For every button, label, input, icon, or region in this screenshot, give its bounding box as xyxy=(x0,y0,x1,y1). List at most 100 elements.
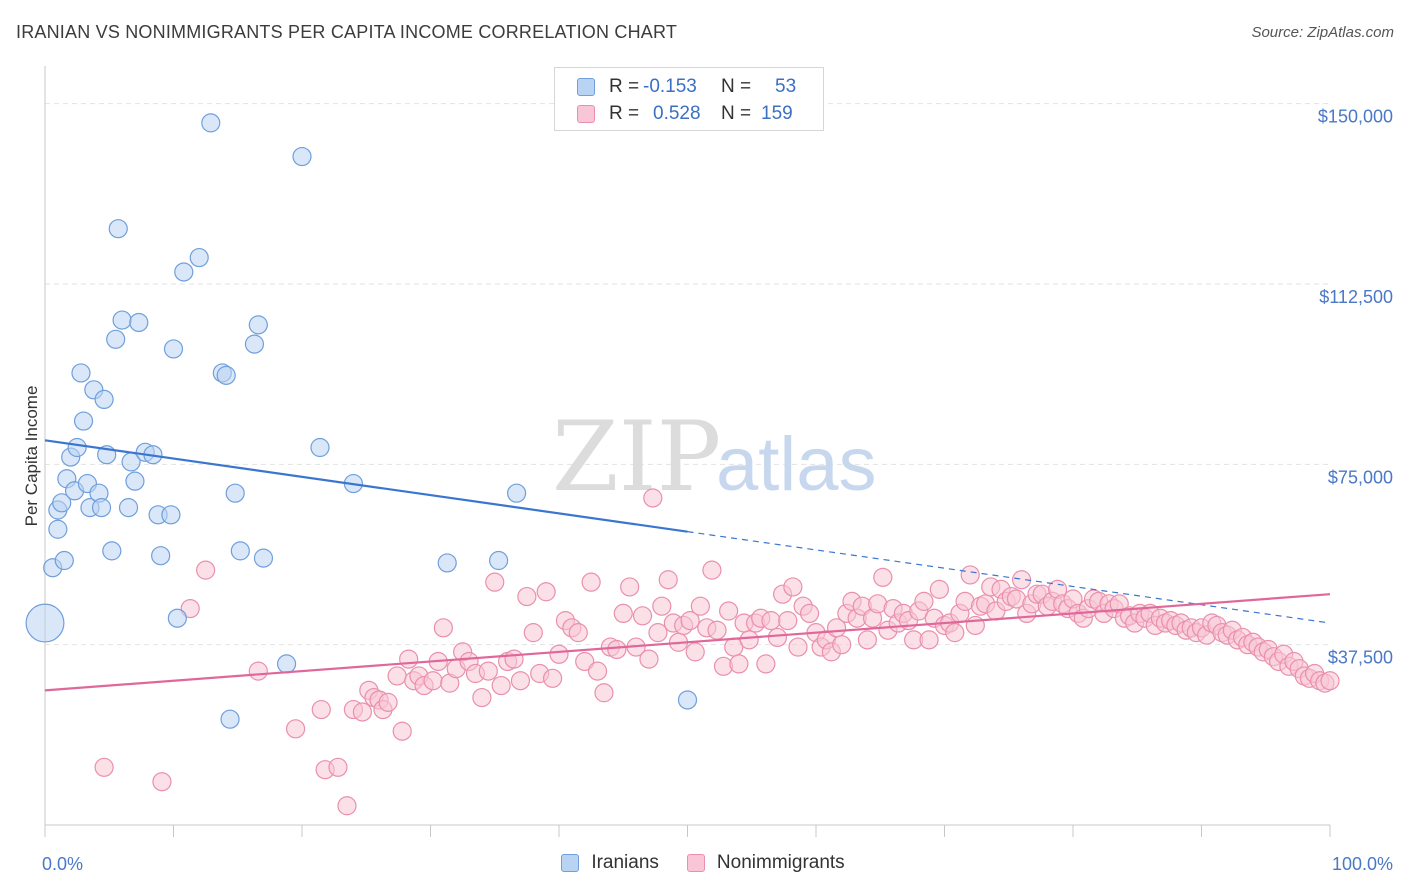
point-1 xyxy=(152,772,172,792)
r-label: R = xyxy=(609,103,640,124)
point-34 xyxy=(491,675,511,696)
point-33 xyxy=(485,572,505,592)
point-22 xyxy=(112,310,132,330)
trend-nonimmigrants xyxy=(44,593,1331,692)
point-33 xyxy=(167,608,187,628)
point-34 xyxy=(174,262,194,282)
point-36 xyxy=(504,649,524,669)
point-84 xyxy=(783,577,803,597)
point-70 xyxy=(707,620,727,640)
point-44 xyxy=(253,548,274,568)
point-38 xyxy=(517,586,537,607)
point-65 xyxy=(680,611,700,631)
point-66 xyxy=(685,642,705,662)
point-101 xyxy=(873,567,893,587)
point-57 xyxy=(639,649,659,669)
trend-iranians-extension xyxy=(687,531,1331,624)
legend-item-nonimmigrants[interactable]: Nonimmigrants xyxy=(686,852,845,874)
watermark-zip: ZIP xyxy=(552,401,721,513)
point-0 xyxy=(94,757,114,777)
point-49 xyxy=(587,661,608,681)
point-25 xyxy=(125,471,145,491)
point-119 xyxy=(965,615,985,636)
series-nonimmigrants xyxy=(94,488,1340,816)
n-value: 53 xyxy=(775,76,797,97)
point-79 xyxy=(756,654,776,674)
point-25 xyxy=(433,618,453,638)
y-tick-label-2: $112,500 xyxy=(1319,287,1393,307)
iranians-swatch xyxy=(561,854,580,872)
point-60 xyxy=(652,596,672,616)
point-0 xyxy=(25,603,65,643)
point-11 xyxy=(352,702,372,722)
point-39 xyxy=(220,709,240,729)
point-36 xyxy=(201,113,221,133)
tick-labels: $37,500 $75,000 $112,500 $150,000 0.0% 100.0% xyxy=(42,107,1393,874)
point-56 xyxy=(632,606,653,626)
point-51 xyxy=(506,483,527,503)
point-80 xyxy=(761,611,781,631)
point-5 xyxy=(285,719,306,739)
x-tick-label-0: 0.0% xyxy=(42,854,83,874)
y-tick-label-3: $150,000 xyxy=(1318,107,1393,127)
trend-iranians xyxy=(44,439,688,533)
point-2 xyxy=(48,519,68,539)
point-5 xyxy=(54,550,74,571)
point-76 xyxy=(739,630,759,650)
iranians-swatch xyxy=(577,78,595,96)
point-37 xyxy=(510,671,531,691)
chart-title: IRANIAN VS NONIMMIGRANTS PER CAPITA INCO… xyxy=(16,22,678,42)
point-23 xyxy=(118,498,139,518)
point-74 xyxy=(729,654,749,674)
point-38 xyxy=(216,365,236,385)
point-32 xyxy=(478,661,498,681)
point-50 xyxy=(489,550,509,571)
point-46 xyxy=(568,623,588,643)
point-98 xyxy=(857,630,878,650)
point-112 xyxy=(929,579,949,599)
point-30 xyxy=(151,546,171,566)
nonimmigrants-swatch xyxy=(686,854,705,872)
point-2 xyxy=(180,598,200,619)
point-54 xyxy=(620,577,640,597)
point-188 xyxy=(1320,671,1340,691)
point-31 xyxy=(472,687,492,708)
legend-row-iranians: R = -0.153 N = 53 xyxy=(577,75,796,99)
point-47 xyxy=(575,651,595,672)
point-16 xyxy=(378,692,398,712)
point-11 xyxy=(73,411,94,431)
point-16 xyxy=(91,498,112,518)
point-52 xyxy=(677,690,698,710)
point-45 xyxy=(276,654,297,674)
point-67 xyxy=(690,596,710,616)
trend-lines xyxy=(44,439,1331,692)
stats-legend: R = -0.153 N = 53 R = 0.528 N = 159 xyxy=(554,67,824,131)
point-19 xyxy=(102,541,122,561)
point-59 xyxy=(648,623,668,643)
r-value: -0.153 xyxy=(643,76,697,97)
legend-label: Iranians xyxy=(591,852,659,873)
point-32 xyxy=(163,339,184,359)
watermark: ZIP atlas xyxy=(552,401,877,513)
watermark-atlas: atlas xyxy=(716,422,877,507)
point-69 xyxy=(702,560,722,580)
point-58 xyxy=(643,488,663,508)
point-46 xyxy=(292,146,312,167)
n-label: N = xyxy=(721,103,752,124)
point-85 xyxy=(788,637,808,657)
legend-item-iranians[interactable]: Iranians xyxy=(561,852,659,874)
point-83 xyxy=(778,611,798,631)
point-18 xyxy=(392,721,412,741)
n-label: N = xyxy=(721,76,752,97)
y-tick-label-0: $37,500 xyxy=(1328,648,1393,668)
grid-lines xyxy=(45,103,1330,646)
point-72 xyxy=(719,601,739,621)
source-credit: Source: ZipAtlas.com xyxy=(1251,24,1394,41)
point-40 xyxy=(225,483,245,503)
point-42 xyxy=(542,668,563,688)
point-20 xyxy=(106,329,126,349)
point-115 xyxy=(945,623,965,643)
point-41 xyxy=(230,541,250,561)
point-35 xyxy=(189,247,209,268)
